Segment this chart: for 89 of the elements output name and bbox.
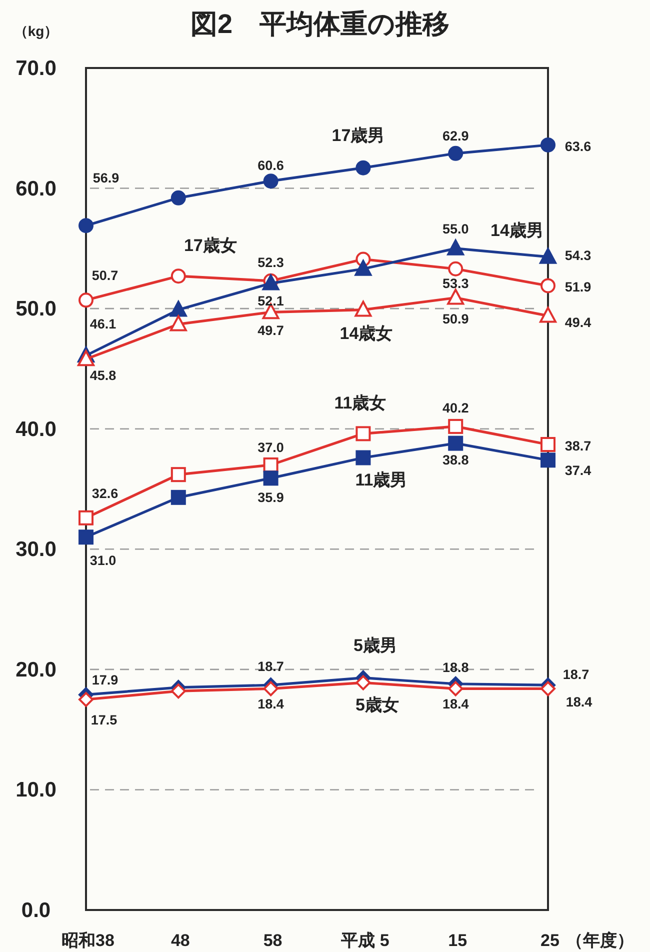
point xyxy=(540,681,556,696)
data-label: 52.3 xyxy=(258,254,284,270)
point xyxy=(447,239,464,256)
point xyxy=(448,146,464,161)
y-tick-label: 10.0 xyxy=(16,778,56,802)
point xyxy=(354,260,372,276)
point xyxy=(354,300,372,317)
data-label: 18.4 xyxy=(566,694,593,710)
point xyxy=(448,418,464,434)
point xyxy=(540,452,556,468)
x-tick-label: 昭和38 xyxy=(62,930,114,950)
data-label: 32.6 xyxy=(92,485,119,500)
data-label: 40.2 xyxy=(442,400,469,415)
data-label: 49.4 xyxy=(564,314,592,330)
x-tick-label: 平成 5 xyxy=(340,930,390,950)
data-label: 49.7 xyxy=(258,322,284,338)
data-label: 18.7 xyxy=(562,666,590,682)
series-label: 5歳男 xyxy=(353,635,397,654)
point xyxy=(78,530,94,545)
series-label: 14歳女 xyxy=(340,323,393,342)
data-label: 53.3 xyxy=(442,275,470,290)
series-label: 11歳女 xyxy=(334,393,386,412)
data-label: 31.0 xyxy=(90,552,116,568)
point xyxy=(170,315,187,332)
y-tick-label: 30.0 xyxy=(16,538,56,561)
point xyxy=(540,137,556,152)
point xyxy=(448,261,464,276)
y-tick-label: 70.0 xyxy=(16,56,56,80)
y-tick-label: 60.0 xyxy=(16,176,56,200)
data-label: 60.6 xyxy=(258,158,284,173)
x-tick-label: 58 xyxy=(263,930,282,950)
point xyxy=(170,467,186,482)
point xyxy=(356,160,371,176)
series-label: 5歳女 xyxy=(355,695,399,714)
data-label: 50.9 xyxy=(442,311,469,326)
point xyxy=(78,350,94,366)
x-axis-title: （年度） xyxy=(566,930,634,950)
y-axis-title: （kg） xyxy=(14,23,58,39)
point xyxy=(78,292,94,308)
point xyxy=(78,218,94,234)
point xyxy=(170,300,187,317)
data-label: 52.1 xyxy=(258,292,284,308)
point xyxy=(170,190,186,206)
data-label: 17.9 xyxy=(92,672,118,688)
point xyxy=(448,436,464,451)
data-label: 35.9 xyxy=(258,490,284,505)
data-label: 55.0 xyxy=(442,220,469,236)
point xyxy=(540,248,556,264)
data-label: 45.8 xyxy=(90,368,117,383)
point xyxy=(540,306,556,323)
point xyxy=(170,268,186,284)
y-tick-label: 50.0 xyxy=(16,297,56,320)
data-label: 18.7 xyxy=(258,658,284,674)
data-label: 63.6 xyxy=(564,138,592,154)
data-label: 17.5 xyxy=(90,712,118,727)
x-tick-label: 25 xyxy=(540,930,560,950)
point xyxy=(170,490,186,505)
data-label: 56.9 xyxy=(92,170,120,186)
data-label: 54.3 xyxy=(564,247,592,262)
series-label: 14歳男 xyxy=(490,220,544,240)
series-label: 11歳男 xyxy=(355,470,408,490)
data-label: 37.4 xyxy=(564,462,592,478)
data-label: 62.9 xyxy=(442,128,469,143)
y-tick-label: 20.0 xyxy=(16,658,56,681)
data-label: 37.0 xyxy=(258,439,284,454)
point xyxy=(356,450,371,466)
point xyxy=(78,692,94,707)
data-label: 38.7 xyxy=(564,438,592,453)
point xyxy=(356,426,371,442)
series-label: 17歳男 xyxy=(332,125,385,144)
data-label: 38.8 xyxy=(442,452,470,467)
y-tick-label: 0.0 xyxy=(21,898,51,922)
data-label: 18.4 xyxy=(442,696,470,712)
chart-title: 図2 平均体重の推移 xyxy=(190,9,450,39)
data-label: 50.7 xyxy=(92,268,118,283)
data-label: 51.9 xyxy=(564,279,592,294)
series-label: 17歳女 xyxy=(184,236,237,255)
data-label: 18.4 xyxy=(258,696,284,712)
point xyxy=(540,436,556,452)
data-label: 46.1 xyxy=(90,316,117,331)
point xyxy=(263,174,278,189)
point xyxy=(447,288,464,305)
x-tick-label: 48 xyxy=(170,930,190,950)
data-label: 18.8 xyxy=(442,659,470,674)
point xyxy=(540,278,556,294)
point xyxy=(78,510,94,526)
x-tick-label: 15 xyxy=(448,930,468,950)
point xyxy=(263,470,278,486)
y-tick-label: 40.0 xyxy=(16,417,56,440)
